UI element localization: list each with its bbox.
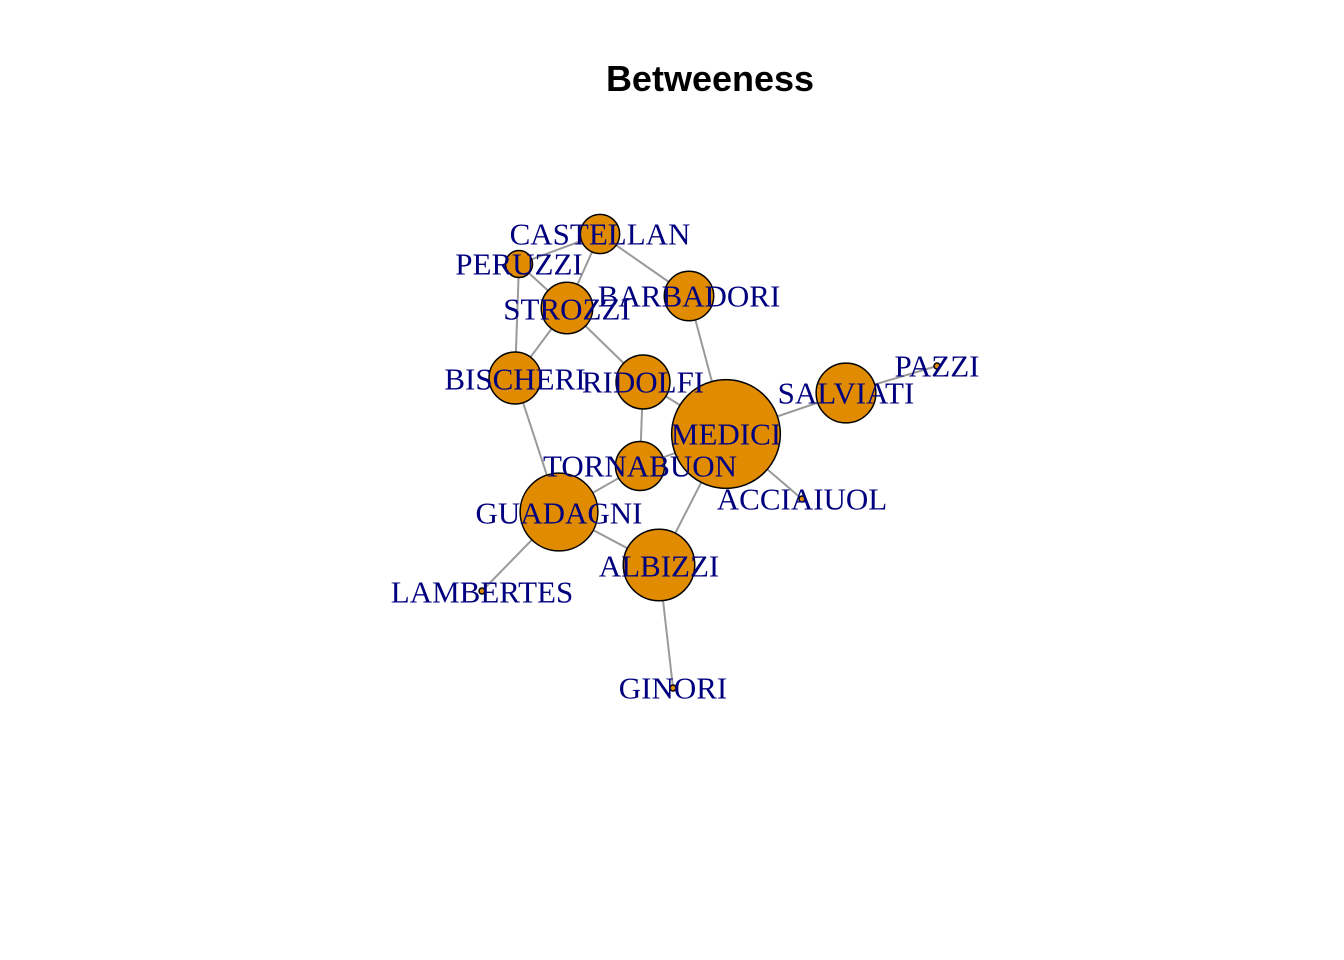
- node-label-tornabuon: TORNABUON: [543, 449, 737, 484]
- node-label-lambertes: LAMBERTES: [391, 575, 573, 610]
- node-label-salviati: SALVIATI: [778, 376, 915, 411]
- node-label-acciaiuol: ACCIAIUOL: [717, 482, 888, 517]
- node-label-pazzi: PAZZI: [895, 349, 980, 384]
- nodes-layer: [478, 213, 941, 692]
- node-ginori: [669, 684, 677, 692]
- node-guadagni: [519, 472, 599, 552]
- node-label-ginori: GINORI: [619, 671, 728, 706]
- node-ridolfi: [615, 354, 671, 410]
- node-label-castellan: CASTELLAN: [510, 217, 691, 252]
- node-lambertes: [478, 587, 486, 595]
- node-albizzi: [622, 528, 696, 602]
- node-medici: [670, 378, 782, 490]
- node-label-ridolfi: RIDOLFI: [582, 365, 704, 400]
- node-salviati: [815, 362, 877, 424]
- node-label-peruzzi: PERUZZI: [455, 247, 582, 282]
- node-peruzzi: [504, 249, 534, 279]
- node-tornabuon: [614, 440, 666, 492]
- node-label-bischeri: BISCHERI: [444, 362, 585, 397]
- node-castellan: [579, 213, 621, 255]
- node-strozzi: [540, 281, 594, 335]
- plot-title: Betweeness: [605, 58, 815, 99]
- node-label-strozzi: STROZZI: [503, 292, 630, 327]
- node-label-barbadori: BARBADORI: [598, 279, 781, 314]
- node-label-albizzi: ALBIZZI: [599, 549, 720, 584]
- node-acciaiuol: [798, 495, 806, 503]
- node-label-guadagni: GUADAGNI: [475, 496, 642, 531]
- node-barbadori: [663, 270, 715, 322]
- node-label-medici: MEDICI: [671, 417, 781, 452]
- node-bischeri: [488, 351, 542, 405]
- node-pazzi: [933, 362, 941, 370]
